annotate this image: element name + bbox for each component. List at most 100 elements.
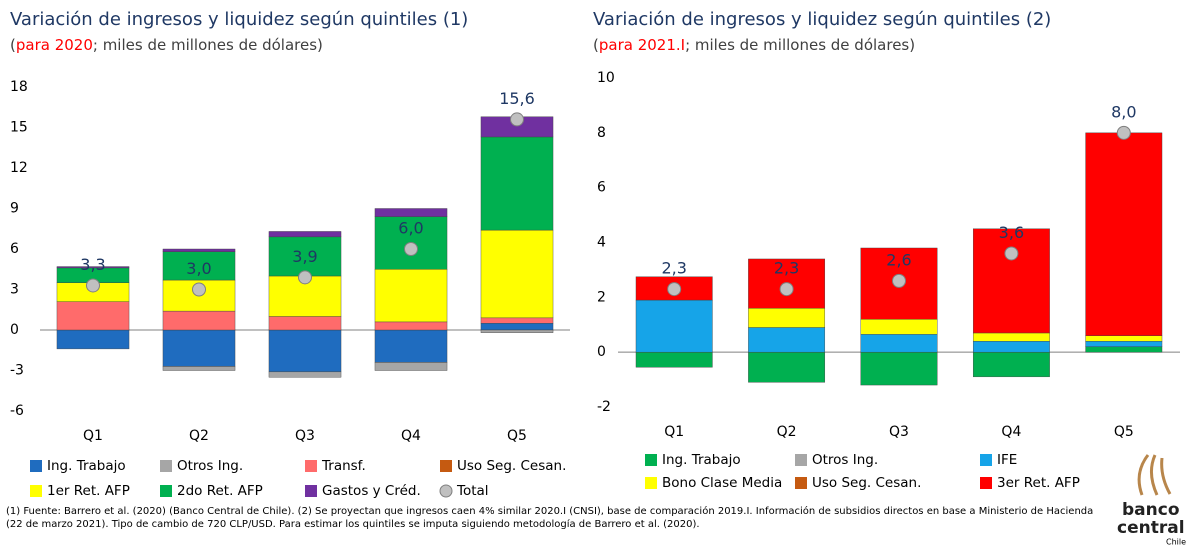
bar-segment (374, 362, 448, 371)
legend-label: Ing. Trabajo (662, 452, 741, 468)
bar-segment (374, 208, 448, 217)
legend-swatch (980, 477, 992, 489)
legend-swatch (305, 460, 317, 472)
x-tick-label: Q3 (889, 424, 909, 440)
total-label: 2,6 (886, 250, 911, 269)
y-tick-label: 2 (597, 289, 606, 305)
x-tick-label: Q5 (1114, 424, 1134, 440)
bar-segment (480, 317, 554, 324)
bar-segment (972, 228, 1050, 334)
subtitle-paren: ( (593, 36, 599, 54)
logo-icon (1137, 454, 1172, 496)
legend-label: 2do Ret. AFP (177, 483, 263, 499)
subtitle-part: ; miles de millones de dólares (93, 36, 317, 54)
y-tick-label: 15 (10, 120, 28, 136)
bar-segment (748, 351, 826, 383)
legend-label: Ing. Trabajo (47, 458, 126, 474)
chart: Variación de ingresos y liquidez según q… (593, 9, 1180, 491)
legend-label: Transf. (321, 458, 366, 474)
y-tick-label: 8 (597, 125, 606, 141)
legend-label: 1er Ret. AFP (47, 483, 130, 499)
total-label: 3,6 (999, 223, 1024, 242)
legend-label: Total (456, 483, 489, 499)
legend-swatch (795, 477, 807, 489)
total-label: 6,0 (398, 219, 423, 238)
bar-segment (972, 341, 1050, 353)
bar-segment (162, 251, 236, 281)
y-tick-label: 6 (10, 241, 19, 257)
total-label: 3,3 (80, 255, 105, 274)
bar-segment (972, 351, 1050, 378)
legend-swatch (440, 460, 452, 472)
logo-text: central (1117, 518, 1185, 538)
subtitle-paren: ) (909, 36, 915, 54)
legend-swatch (30, 485, 42, 497)
subtitle-part: ; miles de millones de dólares (685, 36, 909, 54)
subtitle-part: para 2021.I (599, 36, 685, 54)
x-tick-label: Q5 (507, 428, 527, 444)
bar-segment (268, 316, 342, 331)
legend-label: Bono Clase Media (662, 475, 782, 491)
chart-title: Variación de ingresos y liquidez según q… (10, 9, 468, 30)
x-tick-label: Q2 (189, 428, 209, 444)
y-tick-label: 9 (10, 201, 19, 217)
y-tick-label: 18 (10, 79, 28, 95)
legend-swatch (439, 484, 453, 498)
legend-swatch (160, 485, 172, 497)
subtitle-paren: ( (10, 36, 16, 54)
bar-segment (480, 329, 554, 333)
bar-segment (1085, 346, 1163, 353)
x-tick-label: Q1 (83, 428, 103, 444)
bar-segment (56, 329, 130, 350)
x-tick-label: Q4 (1001, 424, 1021, 440)
y-tick-label: -3 (10, 363, 24, 379)
legend-label: IFE (997, 452, 1017, 468)
total-marker (192, 282, 206, 297)
x-tick-label: Q2 (777, 424, 797, 440)
legend-swatch (645, 477, 657, 489)
total-marker (1004, 246, 1019, 261)
bar-segment (1085, 132, 1163, 336)
x-tick-label: Q4 (401, 428, 421, 444)
bar-segment (635, 351, 713, 368)
legend-label: Otros Ing. (177, 458, 243, 474)
legend-swatch (30, 460, 42, 472)
subtitle-part: para 2020 (16, 36, 93, 54)
legend-label: Uso Seg. Cesan. (457, 458, 566, 474)
total-marker (86, 278, 100, 293)
total-label: 2,3 (661, 259, 686, 278)
total-marker (1116, 125, 1131, 140)
total-marker (510, 112, 524, 127)
logo-text: banco (1122, 500, 1180, 520)
bar-segment (1085, 341, 1163, 347)
legend-swatch (795, 454, 807, 466)
bar-segment (748, 308, 826, 328)
chart-title: Variación de ingresos y liquidez según q… (593, 9, 1051, 30)
y-tick-label: 10 (597, 70, 615, 86)
footnote: (1) Fuente: Barrero et al. (2020) (Banco… (6, 506, 1094, 530)
legend-label: Gastos y Créd. (322, 483, 421, 499)
bar-segment (480, 229, 554, 319)
subtitle-paren: ) (317, 36, 323, 54)
bar-segment (374, 329, 448, 363)
legend-swatch (645, 454, 657, 466)
chart-subtitle: (para 2021.I; miles de millones de dólar… (593, 36, 915, 54)
bar-segment (480, 136, 554, 231)
bar-segment (162, 310, 236, 331)
y-tick-label: 4 (597, 235, 606, 251)
bar-segment (56, 266, 130, 269)
y-tick-label: 3 (10, 282, 19, 298)
bar-segment (748, 327, 826, 353)
bar-segment (1085, 335, 1163, 342)
y-tick-label: -6 (10, 403, 24, 419)
x-tick-label: Q3 (295, 428, 315, 444)
total-marker (779, 282, 794, 297)
bar-segment (860, 334, 938, 353)
bar-segment (268, 371, 342, 378)
y-tick-label: 0 (597, 344, 606, 360)
bar-segment (860, 319, 938, 335)
chart-subtitle: (para 2020; miles de millones de dólares… (10, 36, 323, 54)
legend-swatch (305, 485, 317, 497)
total-label: 15,6 (499, 89, 535, 108)
